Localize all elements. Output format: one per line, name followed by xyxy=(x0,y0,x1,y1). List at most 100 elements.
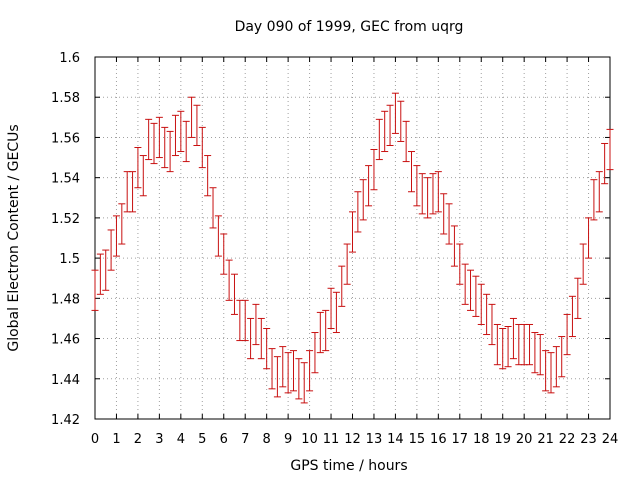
data-point xyxy=(327,287,335,329)
data-point xyxy=(397,100,405,142)
data-point xyxy=(96,253,104,295)
data-point xyxy=(461,263,469,305)
data-point xyxy=(445,203,453,245)
data-point xyxy=(493,323,501,366)
data-point xyxy=(220,233,228,275)
data-point xyxy=(536,334,544,376)
x-tick-label: 5 xyxy=(198,432,206,447)
data-point xyxy=(413,165,421,207)
x-tick-label: 21 xyxy=(537,432,554,447)
data-point xyxy=(306,350,314,392)
data-point xyxy=(150,122,158,165)
data-point xyxy=(547,352,555,394)
data-point xyxy=(247,317,255,360)
x-tick-label: 6 xyxy=(220,432,228,447)
data-point xyxy=(289,350,297,392)
data-point xyxy=(526,323,534,366)
data-point xyxy=(123,171,131,213)
y-tick-label: 1.6 xyxy=(59,51,80,66)
data-point xyxy=(193,104,201,146)
data-point xyxy=(488,303,496,346)
y-tick-label: 1.42 xyxy=(51,413,80,428)
data-point xyxy=(112,215,120,257)
data-point xyxy=(209,187,217,229)
x-tick-label: 0 xyxy=(91,432,99,447)
axis-ticks xyxy=(94,56,611,420)
data-point xyxy=(450,225,458,267)
data-point xyxy=(601,142,609,185)
data-point xyxy=(332,291,340,334)
data-point xyxy=(284,352,292,394)
data-point xyxy=(456,243,464,285)
data-point xyxy=(91,269,99,311)
data-point xyxy=(606,128,614,171)
x-tick-label: 14 xyxy=(387,432,404,447)
data-point xyxy=(359,179,367,221)
data-point xyxy=(440,193,448,235)
x-tick-label: 7 xyxy=(241,432,249,447)
data-point xyxy=(563,313,571,356)
x-tick-label: 9 xyxy=(284,432,292,447)
x-tick-label: 18 xyxy=(473,432,490,447)
data-point xyxy=(434,171,442,213)
data-point xyxy=(107,229,115,271)
data-point xyxy=(585,217,593,259)
data-point xyxy=(343,243,351,285)
data-point xyxy=(177,110,185,153)
chart-title: Day 090 of 1999, GEC from uqrg xyxy=(235,19,464,35)
data-point xyxy=(198,126,206,169)
data-point xyxy=(171,114,179,157)
x-tick-label: 23 xyxy=(580,432,597,447)
data-point xyxy=(365,165,373,207)
data-point xyxy=(316,311,324,354)
x-tick-label: 17 xyxy=(452,432,469,447)
x-tick-label: 16 xyxy=(430,432,447,447)
x-tick-label: 11 xyxy=(323,432,340,447)
x-tick-label: 24 xyxy=(602,432,619,447)
y-tick-label: 1.5 xyxy=(59,252,80,267)
data-point xyxy=(182,120,190,163)
data-point xyxy=(504,325,512,368)
data-point xyxy=(300,362,308,404)
data-point xyxy=(595,171,603,213)
data-point xyxy=(268,348,276,390)
data-point xyxy=(424,177,432,219)
data-point xyxy=(102,249,110,291)
x-axis-label: GPS time / hours xyxy=(290,458,407,474)
data-point xyxy=(499,328,507,370)
data-point xyxy=(145,118,153,161)
y-tick-label: 1.52 xyxy=(51,212,80,227)
data-point xyxy=(204,155,212,197)
data-point xyxy=(134,147,142,189)
data-point xyxy=(139,155,147,197)
data-point xyxy=(429,173,437,215)
x-tick-label: 22 xyxy=(559,432,576,447)
x-tick-label: 13 xyxy=(366,432,383,447)
data-point xyxy=(552,346,560,388)
y-axis-label: Global Electron Content / GECUs xyxy=(6,124,22,351)
data-point xyxy=(263,328,271,370)
data-point xyxy=(590,179,598,221)
data-point xyxy=(370,149,378,191)
data-point xyxy=(391,92,399,134)
y-tick-label: 1.56 xyxy=(51,131,80,146)
x-tick-label: 1 xyxy=(112,432,120,447)
grid xyxy=(95,57,610,419)
x-tick-label: 19 xyxy=(494,432,511,447)
data-point xyxy=(542,350,550,392)
data-point xyxy=(349,211,356,253)
data-point xyxy=(509,317,517,360)
x-tick-label: 2 xyxy=(134,432,142,447)
data-point xyxy=(483,293,491,336)
data-point xyxy=(531,332,539,374)
y-tick-label: 1.54 xyxy=(51,172,80,187)
data-point xyxy=(375,118,383,161)
y-tick-label: 1.48 xyxy=(51,292,80,307)
x-tick-label: 12 xyxy=(344,432,361,447)
data-point xyxy=(225,259,233,301)
error-bar-series xyxy=(91,92,614,404)
x-tick-label: 20 xyxy=(516,432,533,447)
data-point xyxy=(257,317,265,360)
data-point xyxy=(188,96,196,138)
